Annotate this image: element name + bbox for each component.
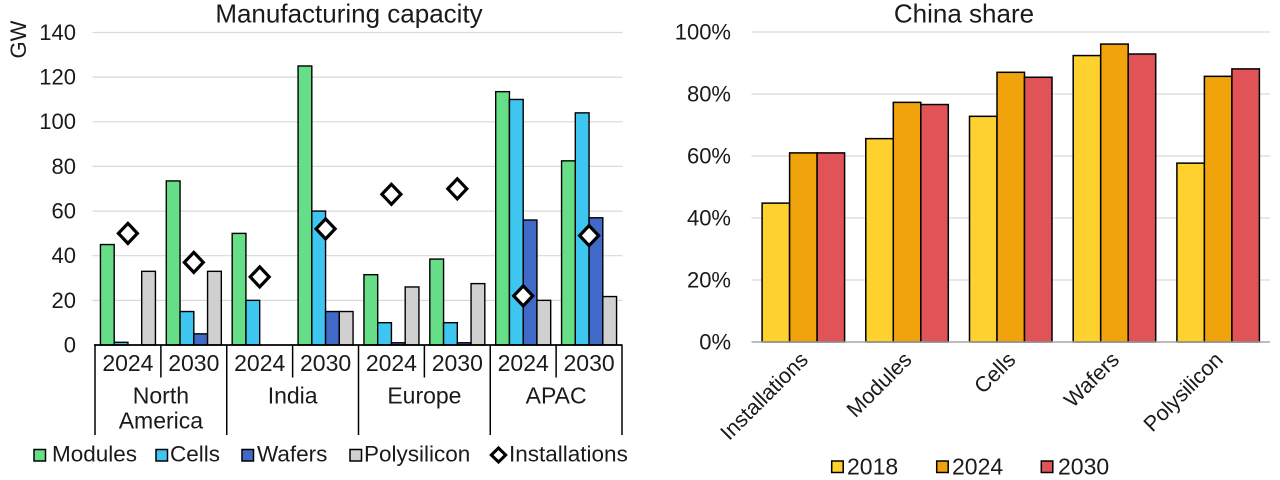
- svg-text:APAC: APAC: [526, 383, 587, 409]
- svg-text:60%: 60%: [687, 143, 731, 168]
- svg-text:Wafers: Wafers: [257, 441, 327, 466]
- svg-text:Installations: Installations: [509, 441, 628, 466]
- svg-text:80%: 80%: [687, 81, 731, 106]
- svg-text:20%: 20%: [687, 267, 731, 292]
- svg-text:Polysilicon: Polysilicon: [364, 441, 470, 466]
- svg-text:2024: 2024: [498, 350, 549, 376]
- svg-text:20: 20: [52, 288, 76, 313]
- svg-text:40%: 40%: [687, 205, 731, 230]
- svg-text:Manufacturing capacity: Manufacturing capacity: [215, 0, 482, 29]
- svg-text:80: 80: [52, 154, 76, 179]
- svg-text:America: America: [119, 408, 204, 434]
- svg-text:2024: 2024: [234, 350, 285, 376]
- svg-text:120: 120: [39, 65, 76, 90]
- svg-text:60: 60: [52, 199, 76, 224]
- svg-text:2030: 2030: [300, 350, 351, 376]
- svg-text:2030: 2030: [168, 350, 219, 376]
- svg-text:China share: China share: [894, 0, 1034, 29]
- svg-text:2024: 2024: [366, 350, 417, 376]
- svg-text:140: 140: [39, 20, 76, 45]
- svg-text:2024: 2024: [102, 350, 153, 376]
- svg-text:North: North: [133, 383, 189, 409]
- svg-text:40: 40: [52, 243, 76, 268]
- svg-text:2030: 2030: [564, 350, 615, 376]
- svg-text:2024: 2024: [952, 454, 1003, 480]
- svg-text:2030: 2030: [1058, 454, 1109, 480]
- svg-text:100: 100: [39, 109, 76, 134]
- svg-text:GW: GW: [6, 20, 31, 58]
- svg-text:Modules: Modules: [52, 441, 137, 466]
- svg-text:0: 0: [64, 332, 76, 357]
- svg-text:Europe: Europe: [387, 383, 461, 409]
- svg-text:2018: 2018: [847, 454, 898, 480]
- svg-text:Cells: Cells: [170, 441, 220, 466]
- svg-text:0%: 0%: [699, 329, 731, 354]
- svg-text:2030: 2030: [432, 350, 483, 376]
- svg-text:100%: 100%: [675, 19, 731, 44]
- svg-text:India: India: [268, 383, 318, 409]
